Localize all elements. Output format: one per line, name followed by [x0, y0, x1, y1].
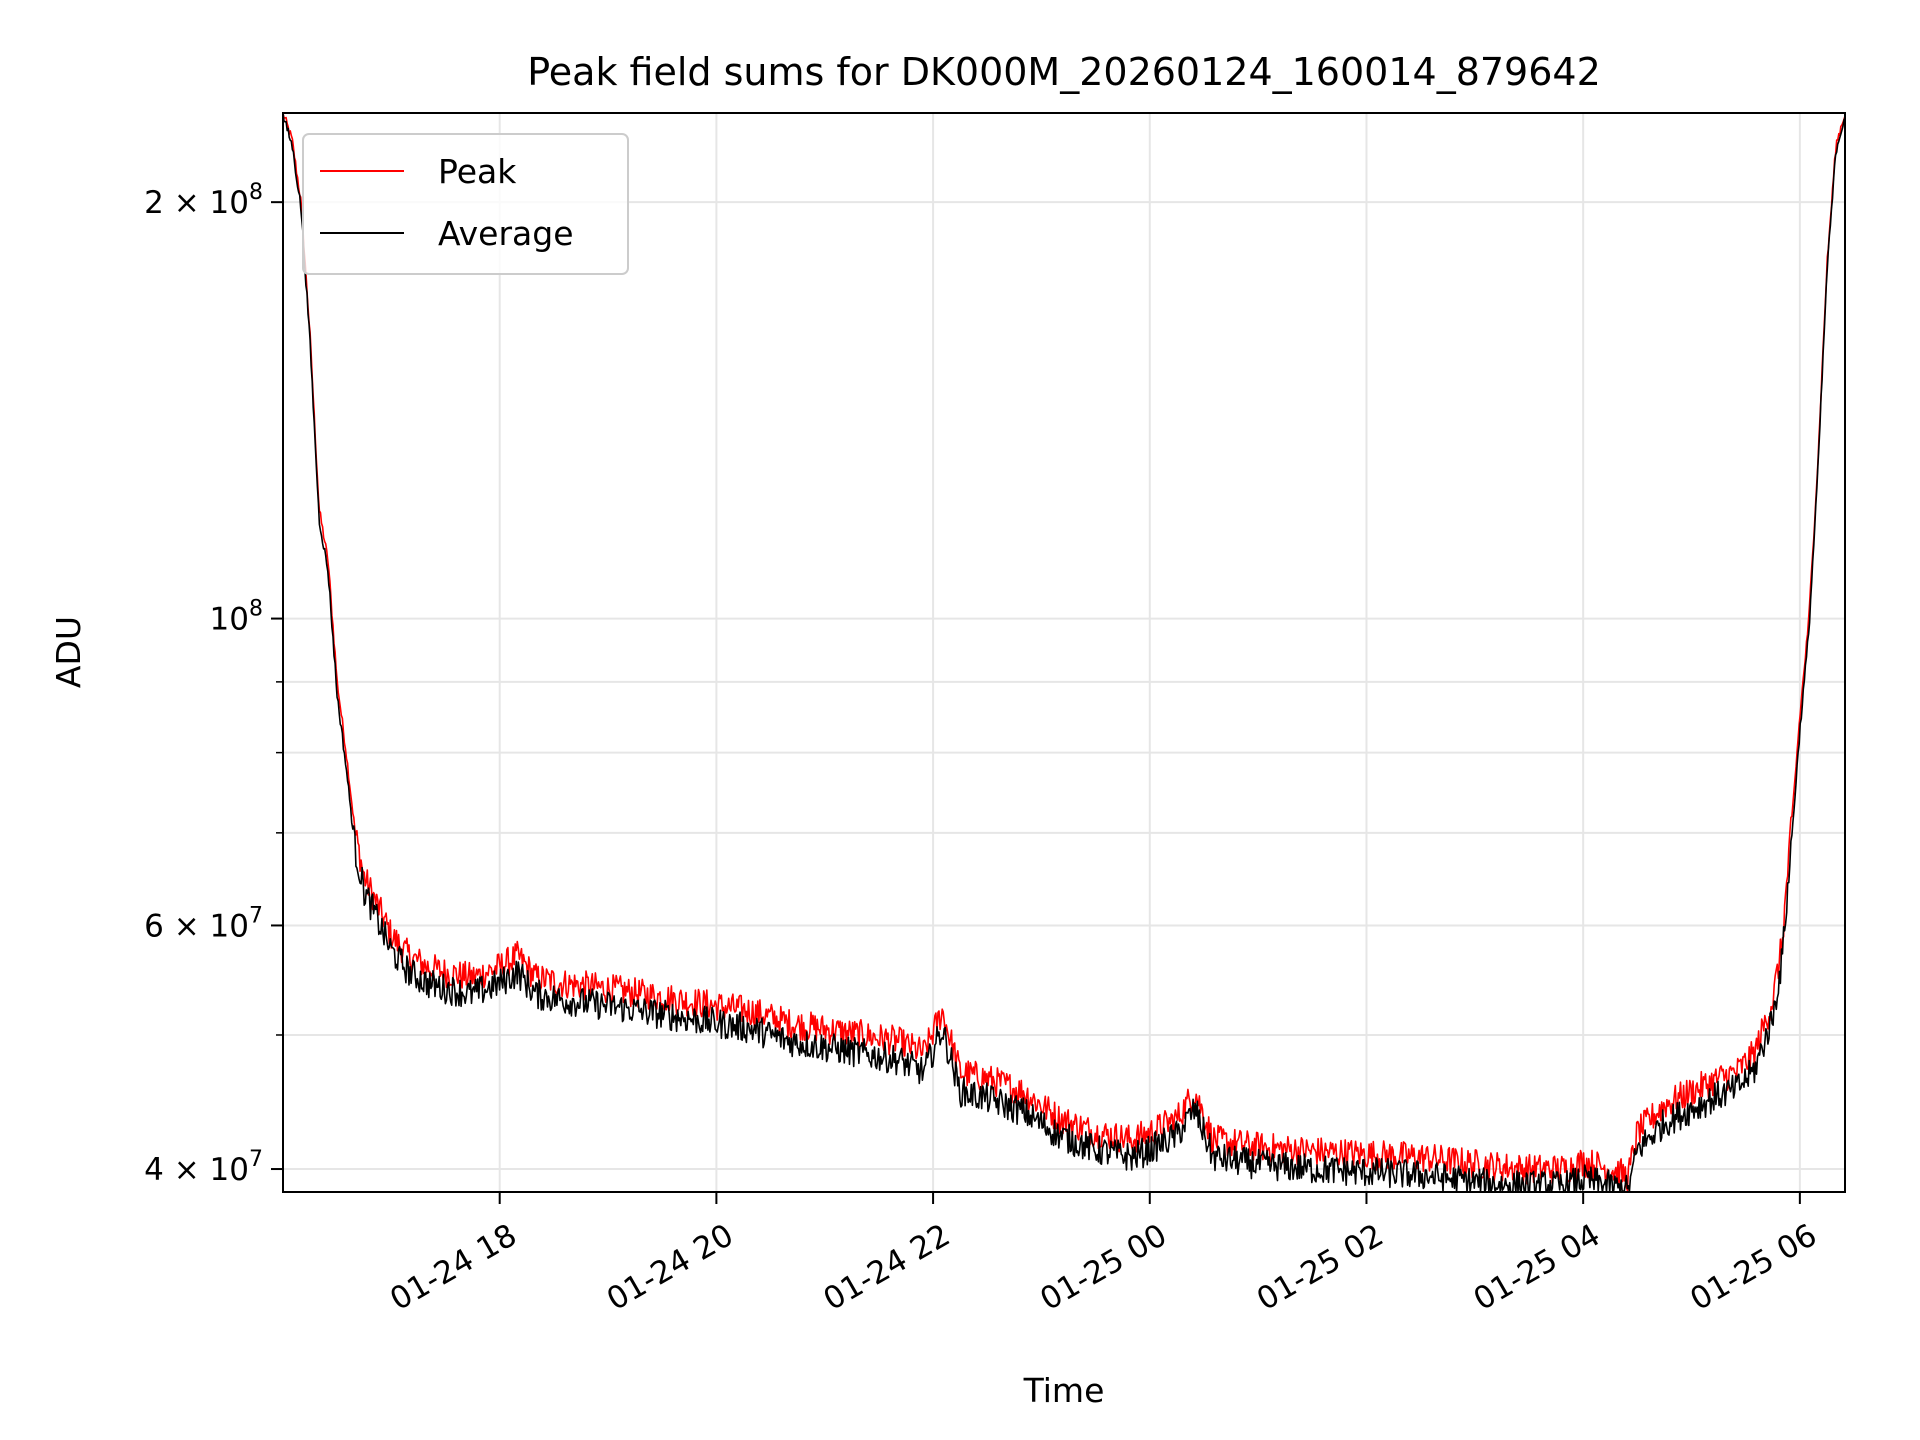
legend-label-average: Average: [438, 214, 574, 253]
legend: Peak Average: [302, 133, 629, 275]
y-tick-label: 4 × 107: [144, 1147, 263, 1188]
legend-box: [302, 133, 629, 275]
grid: [283, 113, 1845, 1192]
chart-title: Peak field sums for DK000M_20260124_1600…: [527, 50, 1601, 94]
x-axis-label: Time: [1023, 1371, 1105, 1410]
plot-frame: [282, 112, 1846, 1193]
y-tick-label: 6 × 107: [144, 903, 263, 944]
y-tick-label: 108: [210, 597, 263, 638]
legend-label-peak: Peak: [438, 152, 517, 191]
y-axis: 4 × 107 6 × 107 108 2 × 108: [144, 180, 283, 1188]
series-line-average: [282, 113, 1846, 1193]
y-tick-label: 2 × 108: [144, 180, 263, 221]
y-axis-label: ADU: [49, 616, 88, 688]
series-layer: [282, 112, 1846, 1193]
